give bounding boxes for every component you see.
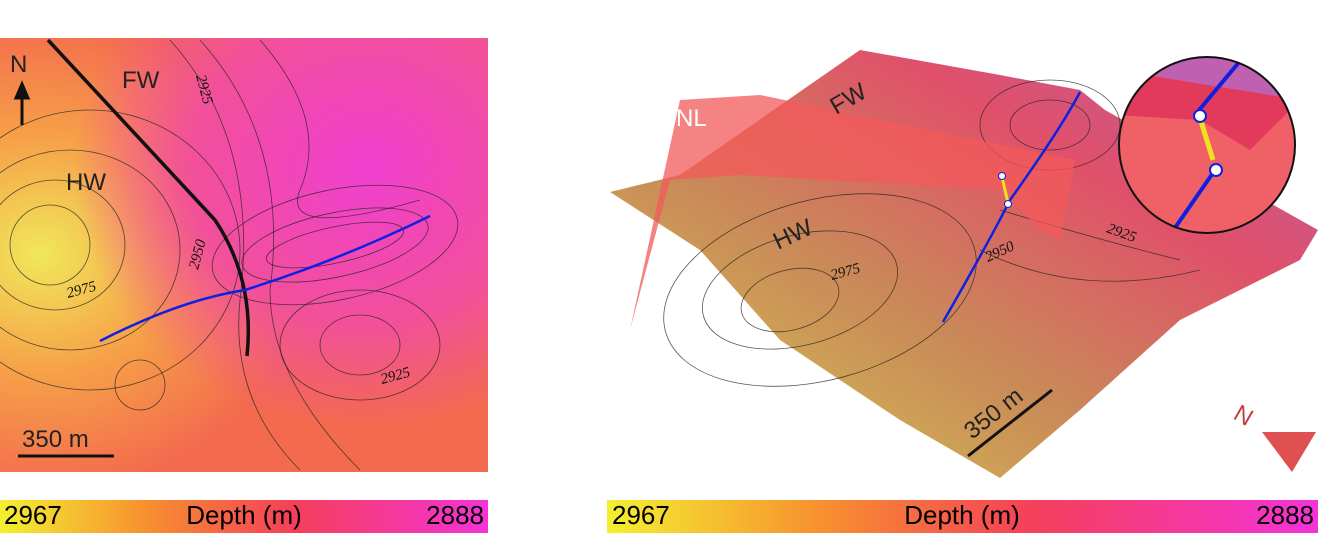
colorbar-min: 2967 <box>4 500 62 530</box>
anticline-axis <box>99 214 431 343</box>
colorbar <box>0 500 488 533</box>
contour-label: 2950 <box>186 237 209 271</box>
contour-label: 2925 <box>192 73 215 107</box>
north-arrow <box>1262 432 1316 472</box>
colorbar-title: Depth (m) <box>904 500 1020 530</box>
inset-frame <box>1118 56 1296 234</box>
colorbar-min: 2967 <box>612 500 670 530</box>
fault-label: NL <box>676 105 707 132</box>
north-arrow <box>13 80 31 125</box>
north-label: N <box>1229 400 1258 432</box>
offset-arrow <box>1000 176 1010 204</box>
contour-label: 2975 <box>65 279 99 302</box>
scale-label: 350 m <box>22 426 89 453</box>
contours <box>663 79 1201 387</box>
scale-bar <box>967 388 1053 458</box>
footwall-label: FW <box>122 67 160 94</box>
colorbar-max: 2888 <box>1256 500 1314 530</box>
contour-label: 2925 <box>379 365 413 388</box>
hangingwall-label: HW <box>66 169 106 196</box>
colorbar-title: Depth (m) <box>186 500 302 530</box>
fault-plane <box>630 95 1075 330</box>
fault-trace <box>46 38 251 357</box>
left-map: N FW HW 2925 2950 2975 2925 350 m 2967 D… <box>0 38 488 533</box>
pierce-point <box>998 172 1006 180</box>
pierce-point <box>1004 200 1012 208</box>
anticline-axis <box>941 91 1082 323</box>
north-label: N <box>10 51 27 78</box>
inset <box>1119 57 1295 233</box>
colorbar <box>607 500 1318 533</box>
right-map: NL FW HW 2975 2950 2925 350 m N 2967 Dep… <box>607 50 1318 533</box>
contour-label: 2975 <box>829 261 863 284</box>
colorbar-max: 2888 <box>426 500 484 530</box>
